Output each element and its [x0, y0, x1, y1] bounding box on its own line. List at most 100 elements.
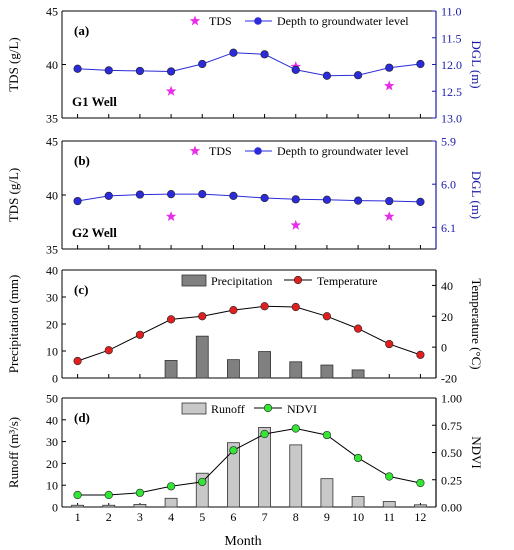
- right-axis-title: DGL (m): [469, 40, 484, 88]
- bar: [382, 501, 396, 508]
- data-point: [416, 59, 425, 69]
- data-point: [229, 446, 238, 455]
- bar: [351, 369, 365, 379]
- right-tick-label: 0.75: [441, 419, 462, 433]
- left-tick-label: 0: [52, 501, 58, 515]
- series-depth-to-groundwater-level: [73, 190, 425, 207]
- right-tick-label: 6.0: [441, 178, 456, 192]
- data-point: [198, 190, 207, 199]
- legend-tds-marker: [189, 145, 201, 156]
- data-point: [260, 193, 269, 203]
- panel-c: 0 10 20 30 40 -20 0 20 40 Precipitation (mm) Tempe…: [6, 264, 484, 386]
- right-tick-label: 1.00: [441, 392, 462, 406]
- right-tick-label: 0.50: [441, 446, 462, 460]
- series-precipitation: [164, 335, 365, 379]
- left-tick-label: 40: [46, 413, 58, 427]
- bar: [258, 427, 271, 508]
- right-tick-label: 0.00: [441, 501, 462, 515]
- data-point: [229, 306, 238, 315]
- right-tick-label: -20: [441, 372, 457, 386]
- left-axis-title: TDS (g/L): [6, 37, 21, 92]
- data-point: [291, 65, 300, 74]
- star-point: [384, 80, 395, 91]
- left-tick-label: 50: [46, 392, 58, 406]
- panel-label: (b): [74, 153, 90, 168]
- legend-dgl-marker: [254, 147, 262, 155]
- star-point: [165, 85, 177, 96]
- bar: [102, 504, 116, 508]
- bar: [164, 360, 178, 379]
- x-axis-title: Month: [224, 534, 261, 549]
- data-point: [73, 490, 82, 500]
- left-axis-title: TDS (g/L): [6, 168, 21, 223]
- left-tick-label: 40: [46, 264, 58, 278]
- series-depth-to-groundwater-level: [73, 48, 425, 80]
- bar: [414, 504, 427, 508]
- legend-line-marker: [263, 403, 273, 413]
- right-tick-label: 6.1: [441, 221, 456, 235]
- data-point: [385, 339, 394, 349]
- legend: Runoff NDVI: [181, 402, 317, 416]
- bar: [71, 504, 84, 508]
- x-tick-label: 6: [230, 510, 236, 524]
- data-point: [104, 66, 113, 75]
- legend-bar-label: Runoff: [211, 402, 245, 416]
- data-point: [104, 346, 113, 355]
- panel-label: (a): [74, 23, 89, 38]
- data-point: [416, 478, 425, 488]
- legend-dgl-label: Depth to groundwater level: [277, 144, 409, 158]
- series-line: [77, 193, 421, 203]
- right-axis-title: NDVI: [469, 436, 484, 469]
- data-point: [353, 324, 363, 333]
- left-tick-label: 10: [46, 479, 58, 493]
- data-point: [166, 190, 176, 199]
- legend-dgl-label: Depth to groundwater level: [277, 14, 409, 28]
- data-point: [260, 50, 269, 59]
- right-tick-label: 11.0: [441, 5, 462, 19]
- series-line: [77, 52, 421, 77]
- legend-line-marker: [293, 275, 303, 285]
- bar: [227, 442, 240, 508]
- data-point: [229, 48, 238, 57]
- bar: [320, 478, 334, 508]
- right-tick-label: 0.25: [441, 473, 462, 487]
- x-tick-label: 3: [137, 510, 143, 524]
- left-tick-label: 20: [46, 457, 58, 471]
- data-point: [322, 71, 332, 80]
- x-tick-label: 10: [352, 510, 364, 524]
- bar: [195, 335, 209, 379]
- data-point: [135, 488, 145, 497]
- data-point: [353, 196, 363, 205]
- right-tick-label: 13.0: [441, 112, 462, 126]
- legend-dgl-marker: [254, 17, 262, 25]
- legend-tds-label: TDS: [209, 144, 232, 158]
- series-temperature: [73, 302, 425, 366]
- data-point: [104, 490, 113, 500]
- right-tick-label: 5.9: [441, 135, 456, 149]
- bar: [258, 351, 271, 379]
- data-point: [416, 197, 425, 207]
- panel-a: 35 40 45 11.0 11.5 12.0 12.5 13.0 TDS (g/L) DGL (…: [6, 5, 484, 126]
- data-point: [322, 312, 332, 321]
- left-axis-title: Runoff (m³/s): [6, 417, 21, 488]
- data-point: [416, 350, 425, 359]
- bar: [351, 496, 365, 508]
- right-tick-label: 12.5: [441, 85, 462, 99]
- series-line: [77, 305, 421, 362]
- data-point: [291, 302, 300, 312]
- data-point: [385, 196, 394, 206]
- well-label: G2 Well: [72, 225, 117, 240]
- bar: [227, 359, 240, 379]
- legend-line-label: NDVI: [287, 402, 317, 416]
- star-point: [384, 211, 395, 222]
- data-point: [291, 195, 300, 204]
- left-tick-label: 45: [46, 5, 58, 19]
- left-tick-label: 0: [52, 372, 58, 386]
- data-point: [73, 196, 82, 206]
- x-tick-label: 2: [106, 510, 112, 524]
- data-point: [291, 424, 300, 433]
- legend-tds-marker: [189, 15, 201, 26]
- x-tick-label: 8: [293, 510, 299, 524]
- bar: [289, 361, 303, 379]
- x-tick-label: 12: [414, 510, 426, 524]
